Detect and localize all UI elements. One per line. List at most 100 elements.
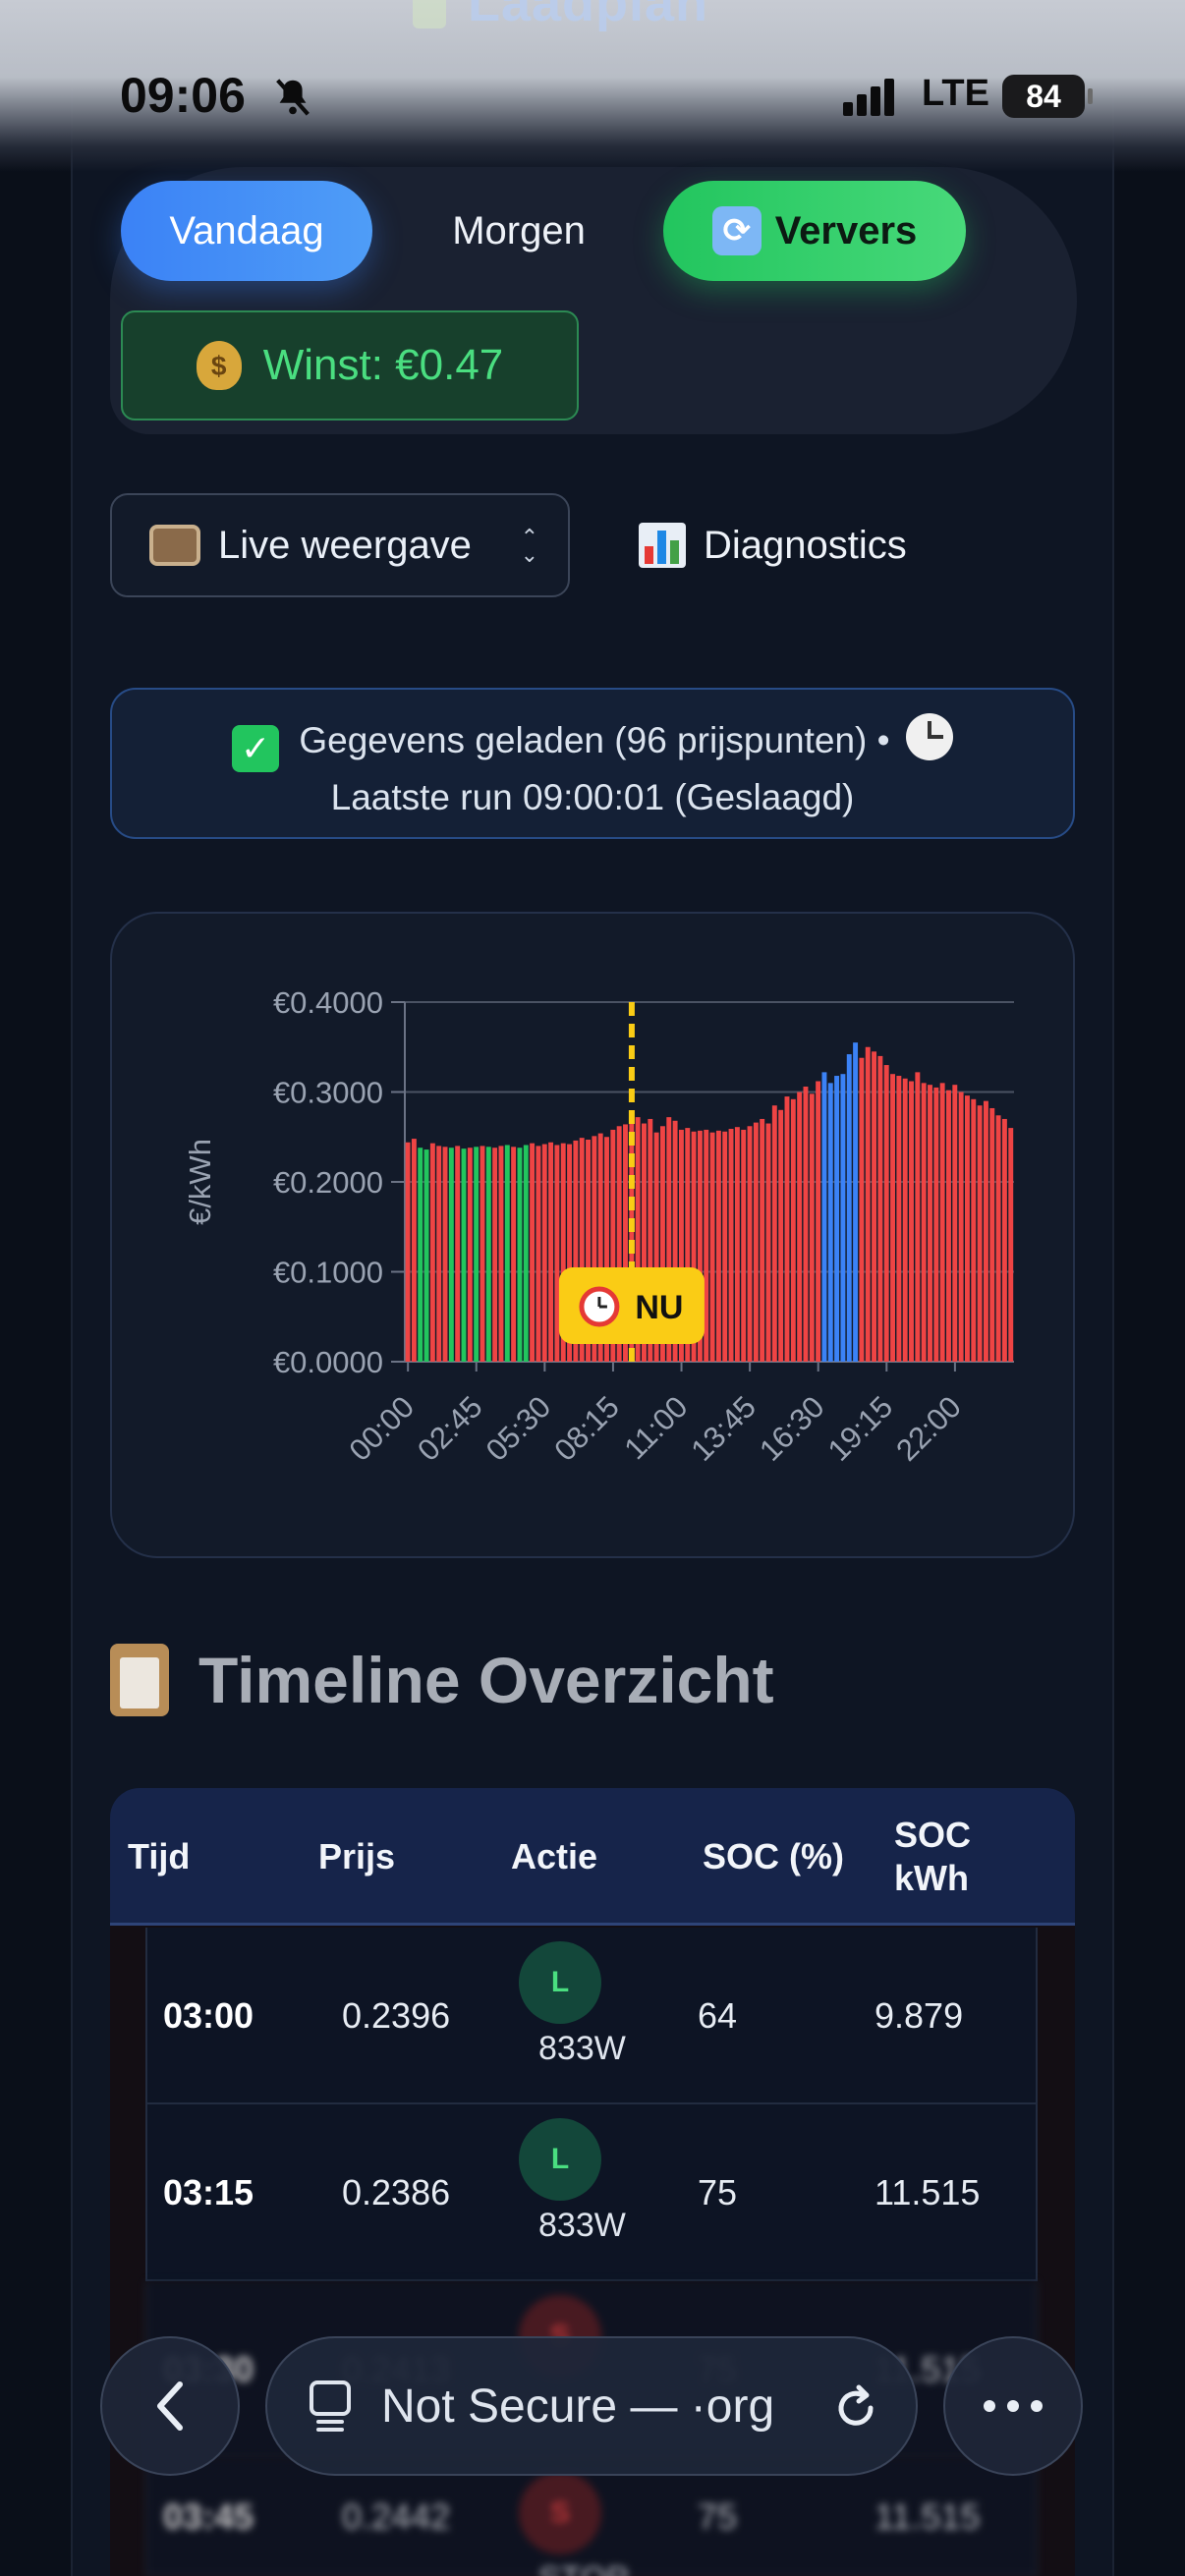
- price-bar: [790, 1098, 796, 1362]
- clipboard-icon: [110, 1644, 169, 1716]
- status-line-1-text: Gegevens geladen (96 prijspunten) •: [299, 720, 890, 760]
- now-label: NU: [635, 1289, 683, 1326]
- price-bar: [809, 1093, 815, 1362]
- viewport-margin-left: [0, 0, 71, 2576]
- y-tick-label: €0.1000: [273, 1256, 383, 1290]
- charge-badge: L: [519, 2118, 601, 2201]
- price-bar: [834, 1076, 840, 1362]
- price-bar: [666, 1117, 672, 1362]
- price-bar: [765, 1123, 771, 1362]
- col-soc-kwh: SOC kWh: [894, 1815, 972, 1898]
- x-tick-label: 13:45: [684, 1389, 762, 1468]
- price-bar: [1008, 1128, 1014, 1362]
- more-button[interactable]: [943, 2336, 1083, 2476]
- price-bar: [530, 1143, 536, 1362]
- price-bar: [653, 1132, 659, 1362]
- price-bar: [715, 1130, 721, 1362]
- diagnostics-label: Diagnostics: [704, 523, 907, 567]
- price-bar: [504, 1145, 510, 1362]
- price-bar: [995, 1115, 1001, 1362]
- price-bar: [523, 1145, 529, 1362]
- price-bar: [436, 1146, 442, 1362]
- view-select[interactable]: Live weergave ⌃ ⌄: [110, 493, 570, 597]
- price-bar: [964, 1095, 970, 1362]
- price-bar: [672, 1120, 678, 1362]
- price-bar: [958, 1092, 964, 1362]
- price-bar: [816, 1081, 821, 1362]
- price-bar: [442, 1147, 448, 1362]
- x-tick-label: 05:30: [480, 1389, 558, 1468]
- diagnostics-link[interactable]: Diagnostics: [639, 493, 907, 597]
- reload-icon[interactable]: [831, 2383, 880, 2433]
- price-bar: [678, 1129, 684, 1362]
- price-bar: [909, 1081, 914, 1362]
- tomorrow-button[interactable]: Morgen: [452, 208, 586, 252]
- bar-chart-icon: [639, 523, 686, 568]
- col-price: Prijs: [318, 1836, 396, 1876]
- price-bar: [616, 1126, 622, 1362]
- y-tick-label: €0.4000: [273, 985, 383, 1020]
- price-bar: [517, 1148, 523, 1362]
- stop-badge: S: [519, 2472, 601, 2554]
- price-bar: [697, 1130, 703, 1362]
- price-bar: [648, 1118, 653, 1362]
- price-bar: [928, 1085, 932, 1362]
- table-row: 03:45 0.2442 S STOP 75 11.515: [145, 2458, 1038, 2576]
- price-bar: [448, 1148, 454, 1362]
- price-bar: [541, 1144, 547, 1362]
- charge-badge: L: [519, 1941, 601, 2024]
- price-bar: [642, 1123, 647, 1362]
- refresh-button[interactable]: ⟳ Ververs: [663, 181, 966, 281]
- profit-text: Winst: €0.47: [262, 341, 504, 389]
- price-bar: [1001, 1118, 1007, 1362]
- y-tick-label: €0.3000: [273, 1076, 383, 1110]
- price-bar: [536, 1146, 541, 1362]
- row-action: L 833W: [519, 1941, 637, 2068]
- price-bar: [492, 1148, 498, 1362]
- today-button[interactable]: Vandaag: [121, 181, 372, 281]
- price-bar: [734, 1127, 740, 1362]
- price-bar: [567, 1144, 573, 1362]
- price-bar: [797, 1092, 803, 1362]
- x-tick-label: 08:15: [547, 1389, 626, 1468]
- price-bar: [691, 1131, 697, 1362]
- row-power: 833W: [538, 2030, 626, 2067]
- price-bar: [971, 1098, 977, 1362]
- clock-icon: [905, 713, 953, 760]
- price-bar: [610, 1129, 616, 1362]
- col-action: Actie: [511, 1836, 598, 1876]
- price-bar: [939, 1083, 945, 1362]
- page-title: Laadplan: [413, 0, 708, 33]
- price-bar: [573, 1140, 579, 1362]
- row-price: 0.2396: [342, 1995, 451, 2036]
- page-title-text: Laadplan: [468, 0, 709, 32]
- chevron-updown-icon: ⌃ ⌄: [520, 525, 538, 567]
- chevron-left-icon: [157, 2381, 183, 2431]
- price-bar: [659, 1126, 665, 1362]
- price-bar: [952, 1085, 958, 1362]
- x-tick-label: 22:00: [889, 1389, 968, 1468]
- price-bar: [474, 1147, 480, 1362]
- x-tick-label: 11:00: [617, 1389, 694, 1466]
- price-bar: [983, 1100, 988, 1362]
- x-tick-label: 16:30: [753, 1389, 831, 1468]
- price-bar: [890, 1074, 895, 1362]
- y-tick-label: €0.2000: [273, 1165, 383, 1200]
- back-button[interactable]: [100, 2336, 240, 2476]
- price-chart: €0.4000 €0.3000 €0.2000 €0.1000 €0.0000 €/kWh…: [183, 985, 1014, 1468]
- x-tick-label: 19:15: [821, 1389, 900, 1468]
- price-bar: [747, 1126, 753, 1362]
- row-soc-kwh: 11.515: [875, 2172, 981, 2212]
- price-bar: [418, 1148, 423, 1362]
- price-bar: [579, 1138, 585, 1362]
- row-time: 03:00: [163, 1995, 254, 2036]
- price-bar: [840, 1074, 846, 1362]
- tabs-icon: [310, 2380, 351, 2432]
- address-bar[interactable]: Not Secure — ·org: [265, 2336, 918, 2476]
- battery-indicator: 84: [1002, 75, 1093, 118]
- clock: 09:06: [120, 68, 246, 123]
- timeline-title: Timeline Overzicht: [110, 1643, 774, 1717]
- price-bar: [784, 1096, 790, 1362]
- price-bar: [915, 1072, 921, 1362]
- price-bar: [623, 1124, 628, 1362]
